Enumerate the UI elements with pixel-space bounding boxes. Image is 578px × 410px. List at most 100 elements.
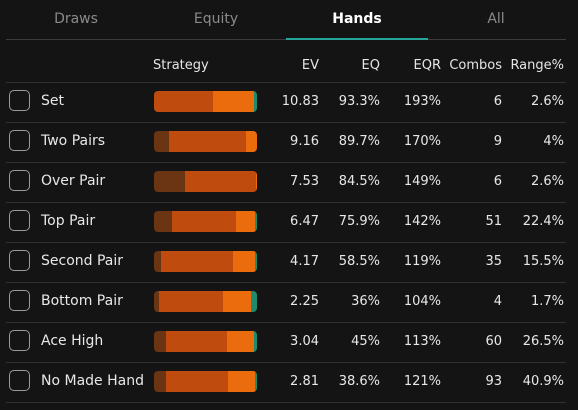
table-row[interactable]: Over Pair 7.53 84.5% 149% 6 2.6% [0,162,578,202]
combos-value: 35 [485,254,502,269]
header-strategy[interactable]: Strategy [153,58,209,73]
row-divider [6,82,566,83]
row-checkbox[interactable] [9,210,30,231]
row-checkbox[interactable] [9,290,30,311]
range-value: 2.6% [530,94,564,109]
row-divider [6,402,566,403]
strategy-seg-mid [166,331,228,352]
strategy-seg-light [255,171,257,192]
range-value: 40.9% [522,374,564,389]
eqr-value: 193% [403,94,441,109]
strategy-seg-dark [154,211,172,232]
strategy-seg-dark [154,371,167,392]
eq-value: 58.5% [338,254,380,269]
strategy-seg-light [228,371,255,392]
hand-category-name: Two Pairs [41,133,106,149]
table-row[interactable]: Two Pairs 9.16 89.7% 170% 9 4% [0,122,578,162]
strategy-seg-light [212,91,254,112]
combos-value: 6 [493,174,502,189]
ev-value: 3.04 [290,334,319,349]
row-checkbox[interactable] [9,330,30,351]
table-row[interactable]: Bottom Pair 2.25 36% 104% 4 1.7% [0,282,578,322]
strategy-seg-green [254,371,257,392]
ev-value: 7.53 [290,174,319,189]
strategy-seg-dark [154,291,160,312]
header-eqr[interactable]: EQR [413,58,441,73]
strategy-seg-green [250,291,257,312]
header-eq[interactable]: EQ [361,58,380,73]
combos-value: 4 [493,294,502,309]
header-range[interactable]: Range% [510,58,564,73]
row-divider [6,282,566,283]
header-ev[interactable]: EV [301,58,319,73]
eq-value: 93.3% [338,94,380,109]
strategy-seg-green [254,251,257,272]
range-value: 4% [543,134,564,149]
strategy-seg-light [245,131,257,152]
header-combos[interactable]: Combos [449,58,502,73]
row-divider [6,162,566,163]
strategy-seg-light [236,211,255,232]
row-divider [6,322,566,323]
strategy-seg-mid [171,211,237,232]
tab-all[interactable]: All [487,11,505,27]
eq-value: 45% [351,334,380,349]
row-checkbox[interactable] [9,130,30,151]
table-row[interactable]: Second Pair 4.17 58.5% 119% 35 15.5% [0,242,578,282]
combos-value: 51 [485,214,502,229]
eqr-value: 149% [403,174,441,189]
row-checkbox[interactable] [9,250,30,271]
range-value: 15.5% [522,254,564,269]
range-value: 26.5% [522,334,564,349]
hand-category-name: Set [41,93,64,109]
row-checkbox[interactable] [9,370,30,391]
strategy-seg-dark [154,251,162,272]
tab-bar: Draws Equity Hands All [0,0,578,40]
eqr-value: 142% [403,214,441,229]
eqr-value: 113% [403,334,441,349]
row-checkbox[interactable] [9,170,30,191]
strategy-bar [154,91,257,112]
hand-category-name: Top Pair [41,213,96,229]
table-row[interactable]: No Made Hand 2.81 38.6% 121% 93 40.9% [0,362,578,402]
table-row[interactable]: Set 10.83 93.3% 193% 6 2.6% [0,82,578,122]
strategy-seg-dark [154,131,170,152]
active-tab-indicator [286,38,428,40]
table-row[interactable]: Ace High 3.04 45% 113% 60 26.5% [0,322,578,362]
combos-value: 93 [485,374,502,389]
eq-value: 89.7% [338,134,380,149]
strategy-seg-dark [154,171,185,192]
row-divider [6,122,566,123]
strategy-seg-mid [169,131,246,152]
ev-value: 9.16 [290,134,319,149]
eqr-value: 104% [403,294,441,309]
strategy-seg-light [227,331,254,352]
strategy-seg-mid [154,91,213,112]
strategy-bar [154,371,257,392]
strategy-seg-mid [159,291,223,312]
strategy-seg-green [253,91,257,112]
strategy-seg-green [254,211,257,232]
eqr-value: 170% [403,134,441,149]
range-value: 2.6% [530,174,564,189]
range-value: 1.7% [530,294,564,309]
tab-equity[interactable]: Equity [193,11,239,27]
tab-draws[interactable]: Draws [54,11,98,27]
hand-category-name: Over Pair [41,173,106,189]
ev-value: 10.83 [281,94,319,109]
strategy-seg-mid [184,171,256,192]
row-divider [6,242,566,243]
strategy-seg-mid [161,251,234,272]
tab-hands[interactable]: Hands [332,11,382,27]
table-row[interactable]: Top Pair 6.47 75.9% 142% 51 22.4% [0,202,578,242]
strategy-bar [154,211,257,232]
strategy-bar [154,291,257,312]
ev-value: 6.47 [290,214,319,229]
eq-value: 36% [351,294,380,309]
eq-value: 75.9% [338,214,380,229]
eqr-value: 119% [403,254,441,269]
strategy-bar [154,171,257,192]
strategy-seg-dark [154,331,167,352]
strategy-seg-light [223,291,251,312]
row-checkbox[interactable] [9,90,30,111]
